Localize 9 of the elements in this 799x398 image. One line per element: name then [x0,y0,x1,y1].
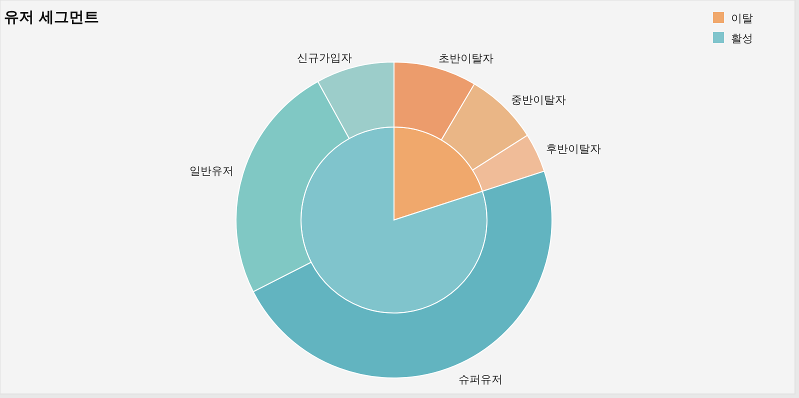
slice-label: 신규가입자 [297,51,352,64]
slice-label: 일반유저 [189,164,234,178]
slice-label: 후반이탈자 [546,142,602,156]
legend-label: 이탈 [731,12,753,25]
slice-label: 중반이탈자 [510,93,566,106]
text: 유저 세그먼트 [4,8,100,26]
legend-label: 활성 [731,32,753,45]
slice-label: 슈퍼유저 [458,373,502,386]
slice-label: 초반이탈자 [438,52,494,65]
